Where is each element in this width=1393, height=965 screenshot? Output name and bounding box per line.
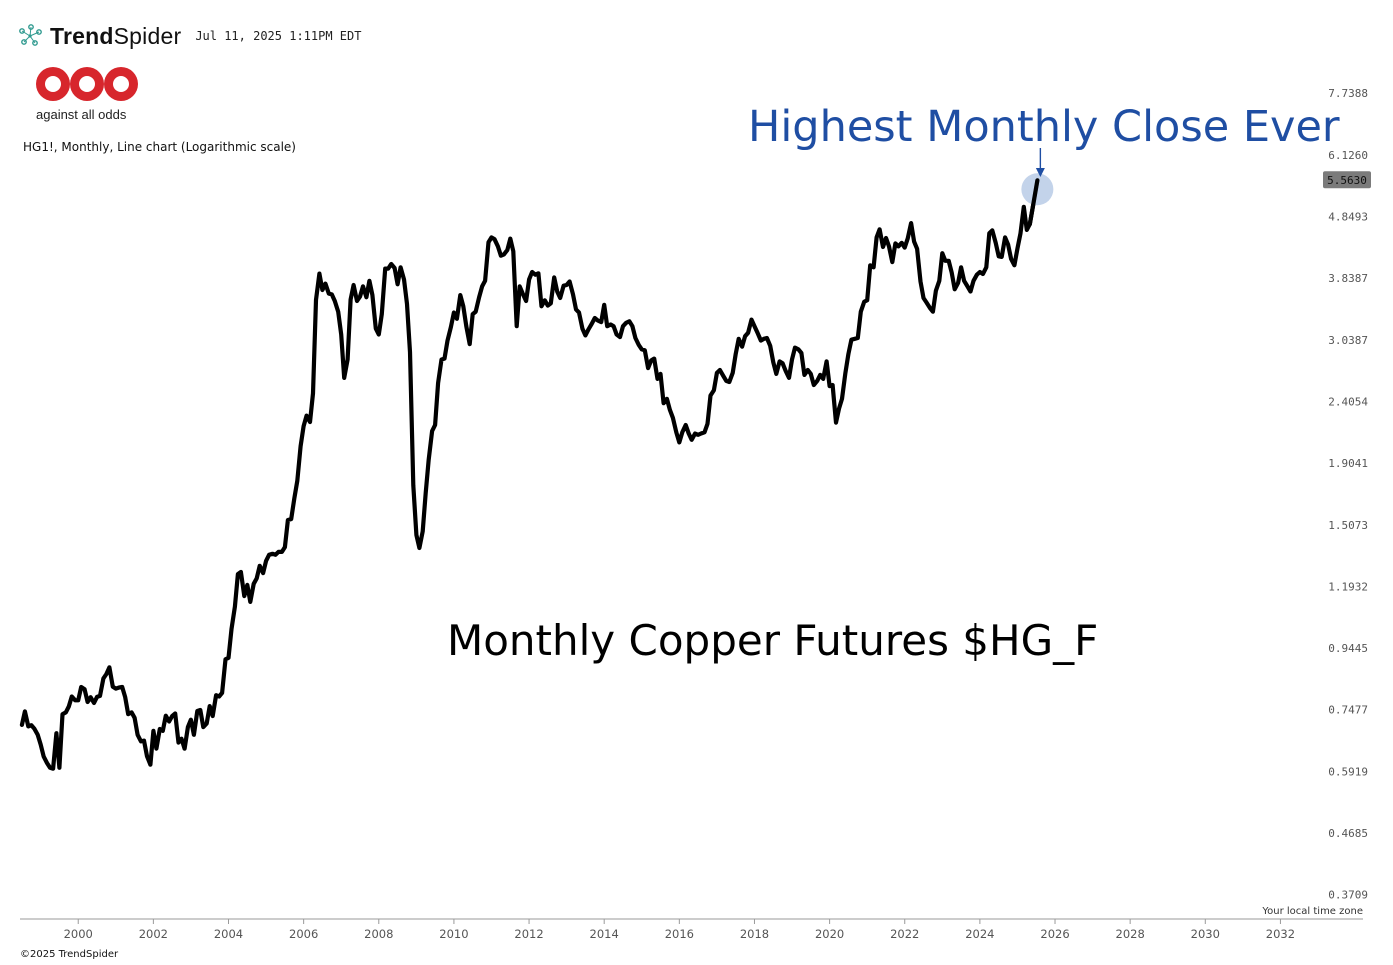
y-tick-label: 0.3709 bbox=[1328, 889, 1368, 902]
y-tick-label: 4.8493 bbox=[1328, 211, 1368, 224]
x-tick-label: 2002 bbox=[139, 927, 168, 941]
chart-description: HG1!, Monthly, Line chart (Logarithmic s… bbox=[23, 140, 296, 154]
x-tick-label: 2012 bbox=[514, 927, 543, 941]
timezone-label: Your local time zone bbox=[1262, 906, 1363, 917]
y-tick-label: 3.8387 bbox=[1328, 272, 1368, 285]
x-tick-label: 2006 bbox=[289, 927, 318, 941]
last-value-badge bbox=[1323, 171, 1371, 189]
y-tick-label: 1.5073 bbox=[1328, 519, 1368, 532]
x-tick-label: 2030 bbox=[1191, 927, 1220, 941]
x-tick-label: 2032 bbox=[1266, 927, 1295, 941]
x-tick-label: 2026 bbox=[1040, 927, 1069, 941]
y-tick-label: 0.4685 bbox=[1328, 827, 1368, 840]
x-tick-label: 2014 bbox=[590, 927, 619, 941]
x-axis: 2000 2002 2004 2006 2008 2010 2012 2014 2016 2018… bbox=[20, 918, 1363, 941]
chart-title: Monthly Copper Futures $HG_F bbox=[447, 616, 1098, 665]
x-tick-label: 2018 bbox=[740, 927, 769, 941]
price-line-tail bbox=[1027, 178, 1040, 227]
brand-name: TrendSpider bbox=[50, 22, 182, 49]
x-tick-label: 2008 bbox=[364, 927, 393, 941]
x-tick-label: 2004 bbox=[214, 927, 243, 941]
y-tick-label: 1.9041 bbox=[1328, 457, 1368, 470]
x-tick-label: 2000 bbox=[64, 927, 93, 941]
y-tick-label: 6.1260 bbox=[1328, 149, 1368, 162]
x-tick-label: 2020 bbox=[815, 927, 844, 941]
aao-tagline: against all odds bbox=[36, 107, 127, 122]
aao-logo bbox=[36, 67, 138, 101]
last-value-label: 5.5630 bbox=[1327, 174, 1367, 187]
y-tick-label: 0.7477 bbox=[1328, 704, 1368, 717]
copyright-notice: ©2025 TrendSpider bbox=[20, 949, 119, 960]
y-tick-label: 2.4054 bbox=[1328, 395, 1368, 408]
y-tick-label: 0.9445 bbox=[1328, 642, 1368, 655]
chart-timestamp: Jul 11, 2025 1:11PM EDT bbox=[195, 29, 362, 43]
annotation-arrow-head bbox=[1035, 168, 1045, 177]
brand-header: TrendSpider Jul 11, 2025 1:11PM EDT bbox=[18, 20, 361, 52]
plot-area: 5.5630 bbox=[19, 148, 1371, 771]
y-tick-label: 7.7388 bbox=[1328, 87, 1368, 100]
y-tick-label: 3.0387 bbox=[1328, 334, 1368, 347]
y-tick-label: 1.1932 bbox=[1328, 580, 1368, 593]
x-tick-label: 2022 bbox=[890, 927, 919, 941]
x-tick-label: 2010 bbox=[439, 927, 468, 941]
y-tick-label: 0.5919 bbox=[1328, 765, 1368, 778]
x-tick-label: 2028 bbox=[1116, 927, 1145, 941]
price-line bbox=[19, 178, 1040, 771]
highest-close-annotation: Highest Monthly Close Ever bbox=[748, 102, 1340, 152]
x-tick-label: 2016 bbox=[665, 927, 694, 941]
trendspider-logo-icon bbox=[19, 24, 42, 46]
x-tick-label: 2024 bbox=[965, 927, 994, 941]
y-axis: 7.7388 6.1260 4.8493 3.8387 3.0387 2.4054 1.90… bbox=[1328, 87, 1368, 901]
